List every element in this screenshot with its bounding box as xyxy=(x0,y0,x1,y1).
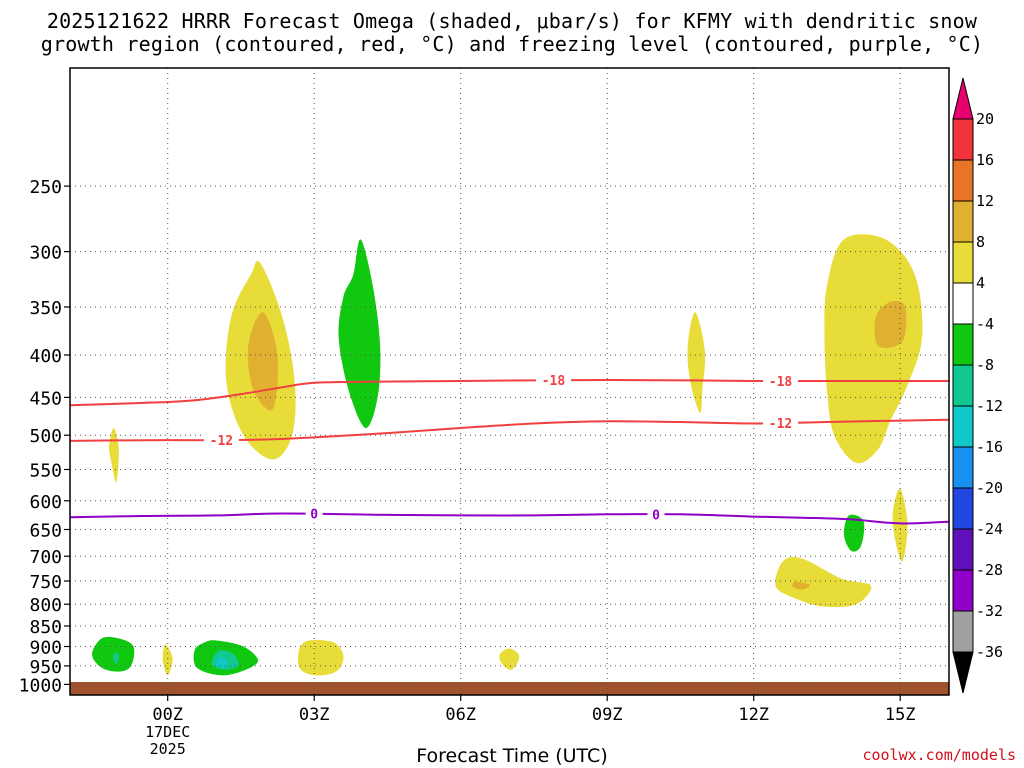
credit-text: coolwx.com/models xyxy=(862,746,1016,764)
colorbar-label: -16 xyxy=(976,438,1003,456)
contour-label-bg xyxy=(203,432,239,449)
omega-region-8 xyxy=(843,514,865,552)
colorbar-swatch xyxy=(952,323,974,366)
colorbar-top-arrow xyxy=(952,77,974,120)
contour-line xyxy=(70,512,949,525)
x-tick-label: 12Z xyxy=(738,705,769,725)
y-tick-label: 700 xyxy=(29,547,62,568)
y-tick-label: 550 xyxy=(29,461,62,482)
plot-frame xyxy=(69,67,950,696)
colorbar-swatch xyxy=(952,241,974,284)
y-tick-label: 850 xyxy=(29,617,62,638)
omega-region-18 xyxy=(499,648,520,670)
omega-region-2 xyxy=(247,312,279,411)
colorbar-label: 16 xyxy=(976,151,994,169)
colorbar-swatch xyxy=(952,610,974,653)
colorbar-label: 8 xyxy=(976,233,985,251)
contour-label: 0 xyxy=(310,508,318,523)
ground-bar xyxy=(70,682,949,695)
colorbar-label: 4 xyxy=(976,274,985,292)
colorbar-swatch xyxy=(952,364,974,407)
contour-label-bg xyxy=(763,414,799,431)
y-tick-label: 500 xyxy=(29,426,62,447)
colorbar-swatch xyxy=(952,446,974,489)
x-tick-label: 00Z xyxy=(152,705,183,725)
contour-line xyxy=(70,379,949,407)
contour-label: -12 xyxy=(769,417,792,432)
contour-label-bg xyxy=(647,506,665,523)
colorbar-swatch xyxy=(952,200,974,243)
colorbar: 20 16 12 8 4 -4 -8 -12 -16 -20 -24 -28 -32 -36 xyxy=(952,77,1003,694)
y-tick-label: 800 xyxy=(29,595,62,616)
chart-title-line2: growth region (contoured, red, °C) and f… xyxy=(40,32,984,56)
x-tick-label: 06Z xyxy=(445,705,476,725)
y-tick-label: 750 xyxy=(29,572,62,593)
omega-shading xyxy=(92,234,923,676)
colorbar-label: -8 xyxy=(976,356,994,374)
colorbar-label: -20 xyxy=(976,479,1003,497)
colorbar-swatch xyxy=(952,569,974,612)
contour-label-bg xyxy=(305,505,323,522)
omega-region-11 xyxy=(92,636,135,672)
y-tick-label: 900 xyxy=(29,638,62,659)
omega-region-5 xyxy=(824,234,923,464)
omega-region-0 xyxy=(109,427,119,483)
y-tick-label: 950 xyxy=(29,657,62,678)
y-tick-label: 650 xyxy=(29,521,62,542)
omega-region-10 xyxy=(792,581,810,590)
colorbar-swatch xyxy=(952,159,974,202)
omega-region-17 xyxy=(297,639,344,676)
x-tick-label: 15Z xyxy=(885,705,916,725)
contour-label: -18 xyxy=(769,375,793,390)
colorbar-swatch xyxy=(952,118,974,161)
colorbar-label: 12 xyxy=(976,192,994,210)
colorbar-label: -36 xyxy=(976,643,1003,661)
colorbar-swatch xyxy=(952,528,974,571)
colorbar-label: -24 xyxy=(976,520,1003,538)
y-tick-label: 600 xyxy=(29,492,62,513)
y-tick-label: 400 xyxy=(29,346,62,367)
colorbar-label: -32 xyxy=(976,602,1003,620)
y-tick-label: 300 xyxy=(29,243,62,264)
omega-region-13 xyxy=(162,644,173,676)
colorbar-swatch xyxy=(952,282,974,325)
omega-region-16 xyxy=(216,657,228,668)
x-tick-label: 03Z xyxy=(299,705,330,725)
y-tick-label: 350 xyxy=(29,298,62,319)
omega-region-12 xyxy=(112,652,119,665)
colorbar-label: -4 xyxy=(976,315,994,333)
omega-region-4 xyxy=(687,312,706,414)
x-tick-sublabel: 17DEC xyxy=(145,723,190,741)
chart-title-line1: 2025121622 HRRR Forecast Omega (shaded, … xyxy=(46,9,978,33)
temperature-contours: -18 -18 -12 -12 0 0 xyxy=(70,372,949,525)
contour-label-bg xyxy=(763,373,799,390)
contour-label: -18 xyxy=(542,374,566,389)
x-tick-sublabel: 2025 xyxy=(150,740,186,758)
omega-region-9 xyxy=(775,557,872,608)
y-axis: 2503003504004505005506006507007508008509… xyxy=(19,177,70,696)
contour-label-bg xyxy=(535,372,571,389)
colorbar-bottom-arrow xyxy=(952,651,974,694)
y-tick-label: 450 xyxy=(29,388,62,409)
colorbar-swatch xyxy=(952,487,974,530)
x-axis-title: Forecast Time (UTC) xyxy=(416,745,608,767)
contour-label: 0 xyxy=(652,508,660,523)
omega-region-3 xyxy=(338,239,381,429)
colorbar-swatch xyxy=(952,405,974,448)
omega-region-7 xyxy=(892,488,908,562)
x-tick-label: 09Z xyxy=(592,705,623,725)
y-tick-label: 250 xyxy=(29,177,62,198)
colorbar-label: -12 xyxy=(976,397,1003,415)
y-tick-label: 1000 xyxy=(19,675,62,696)
contour-line xyxy=(70,418,949,442)
contour-label: -12 xyxy=(210,434,233,449)
omega-region-6 xyxy=(874,301,907,348)
colorbar-label: 20 xyxy=(976,110,994,128)
colorbar-label: -28 xyxy=(976,561,1003,579)
